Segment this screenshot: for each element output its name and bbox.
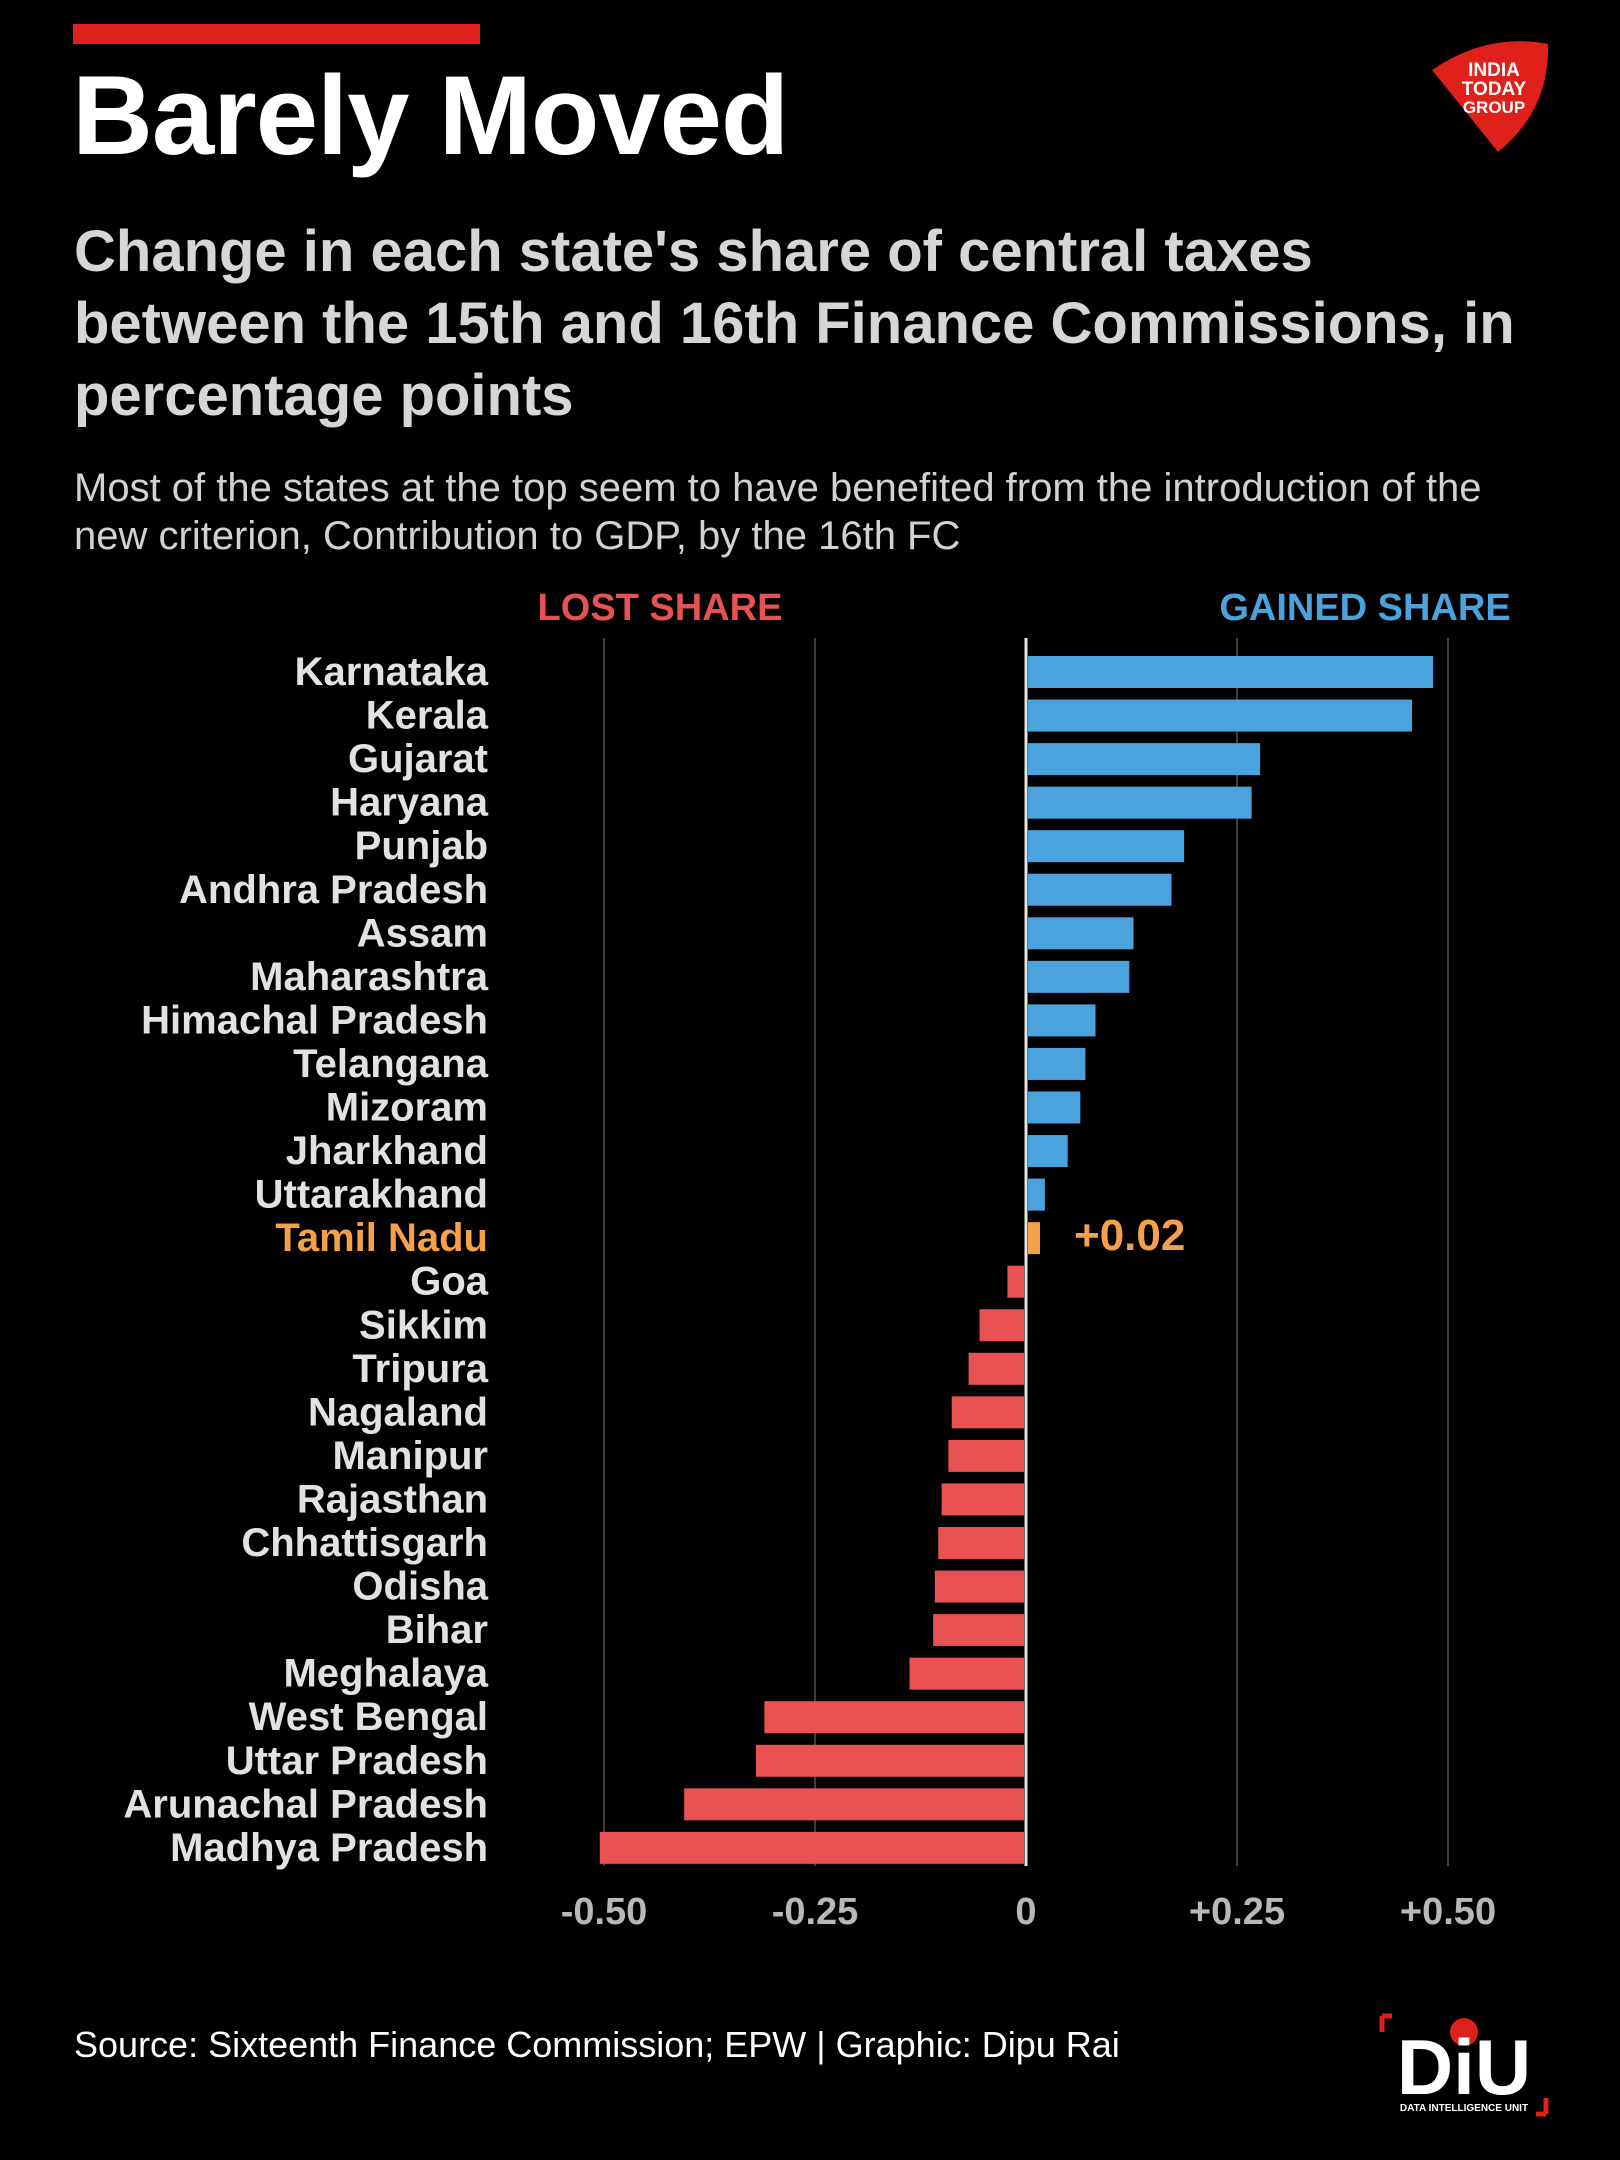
- x-tick-label: +0.50: [1400, 1891, 1496, 1933]
- bar-arunachal-pradesh: [684, 1788, 1024, 1821]
- category-label: Jharkhand: [286, 1129, 488, 1173]
- logo-text-line: INDIA: [1468, 60, 1520, 81]
- bars: [599, 656, 1434, 1864]
- bar-himachal-pradesh: [1028, 1004, 1096, 1037]
- bar-mizoram: [1028, 1091, 1081, 1124]
- x-axis-ticks: -0.50 -0.25 0 +0.25 +0.50: [561, 1891, 1496, 1933]
- bar-andhra-pradesh: [1028, 873, 1172, 906]
- bar-telangana: [1028, 1047, 1086, 1080]
- diu-caption: DATA INTELLIGENCE UNIT: [1400, 2103, 1528, 2114]
- x-tick-label: 0: [1015, 1891, 1036, 1933]
- bar-sikkim: [979, 1309, 1024, 1342]
- bar-nagaland: [951, 1396, 1024, 1429]
- category-label: Haryana: [330, 781, 489, 825]
- diu-logo: DiU DATA INTELLIGENCE UNIT: [1379, 2013, 1549, 2117]
- category-label: Sikkim: [359, 1303, 488, 1347]
- bar-odisha: [934, 1570, 1024, 1603]
- chart-dek: Most of the states at the top seem to ha…: [74, 466, 1482, 558]
- india-today-group-logo: INDIA TODAY GROUP: [1432, 41, 1549, 152]
- category-label: Tripura: [352, 1347, 488, 1391]
- bar-gujarat: [1028, 743, 1261, 776]
- category-label: Himachal Pradesh: [141, 998, 488, 1042]
- highlight-data-label: +0.02: [1074, 1211, 1185, 1260]
- bar-chhattisgarh: [938, 1527, 1024, 1559]
- category-label: Odisha: [352, 1565, 488, 1609]
- bar-punjab: [1028, 830, 1185, 863]
- x-tick-label: -0.25: [772, 1891, 859, 1933]
- category-label: Assam: [357, 911, 488, 955]
- bar-kerala: [1028, 699, 1413, 732]
- category-label: Nagaland: [308, 1390, 488, 1434]
- category-label: Mizoram: [326, 1086, 488, 1130]
- bar-jharkhand: [1028, 1135, 1068, 1168]
- category-label: Uttar Pradesh: [226, 1739, 488, 1783]
- bar-maharashtra: [1028, 960, 1130, 993]
- category-label: Gujarat: [348, 737, 488, 781]
- bar-west-bengal: [764, 1701, 1024, 1734]
- category-label: West Bengal: [249, 1695, 488, 1739]
- category-label: Tamil Nadu: [275, 1216, 488, 1260]
- category-label: Meghalaya: [283, 1652, 488, 1696]
- category-label: Karnataka: [295, 650, 489, 694]
- x-tick-label: +0.25: [1189, 1891, 1285, 1933]
- grid-lines: [603, 638, 1449, 1866]
- bar-madhya-pradesh: [599, 1831, 1024, 1864]
- category-label: Uttarakhand: [255, 1173, 488, 1217]
- category-label: Kerala: [366, 694, 489, 738]
- bar-assam: [1028, 917, 1134, 950]
- source-credit: Source: Sixteenth Finance Commission; EP…: [74, 2024, 1120, 2065]
- category-label: Manipur: [332, 1434, 488, 1478]
- x-tick-label: -0.50: [561, 1891, 648, 1933]
- category-label: Rajasthan: [297, 1477, 488, 1521]
- title-accent-bar: [73, 24, 480, 44]
- bar-tripura: [968, 1352, 1024, 1385]
- category-label: Goa: [410, 1260, 489, 1304]
- logo-text-line: TODAY: [1462, 79, 1527, 100]
- bar-uttarakhand: [1028, 1178, 1045, 1211]
- bar-haryana: [1028, 786, 1252, 819]
- bar-karnataka: [1028, 656, 1434, 688]
- gained-share-header: GAINED SHARE: [1219, 587, 1510, 629]
- bar-tamil-nadu: [1028, 1222, 1040, 1255]
- bar-uttar-pradesh: [755, 1744, 1024, 1777]
- category-label: Chhattisgarh: [241, 1521, 488, 1565]
- category-label: Punjab: [355, 824, 488, 868]
- bar-manipur: [948, 1439, 1024, 1472]
- bar-chart: KarnatakaKeralaGujaratHaryanaPunjabAndhr…: [123, 587, 1510, 1933]
- bar-bihar: [933, 1614, 1024, 1647]
- bar-goa: [1007, 1265, 1024, 1298]
- bar-rajasthan: [941, 1483, 1024, 1516]
- category-label: Bihar: [386, 1608, 488, 1652]
- logo-text-line: GROUP: [1463, 98, 1525, 117]
- category-labels: KarnatakaKeralaGujaratHaryanaPunjabAndhr…: [123, 650, 1185, 1870]
- category-label: Arunachal Pradesh: [123, 1782, 488, 1826]
- category-label: Madhya Pradesh: [170, 1826, 488, 1870]
- category-label: Telangana: [293, 1042, 489, 1086]
- category-label: Andhra Pradesh: [179, 868, 488, 912]
- page-title: Barely Moved: [72, 53, 789, 178]
- category-label: Maharashtra: [250, 955, 489, 999]
- bar-meghalaya: [909, 1657, 1024, 1690]
- lost-share-header: LOST SHARE: [538, 587, 783, 629]
- chart-subtitle: Change in each state's share of central …: [74, 219, 1515, 428]
- diu-mark: DiU: [1397, 2023, 1531, 2111]
